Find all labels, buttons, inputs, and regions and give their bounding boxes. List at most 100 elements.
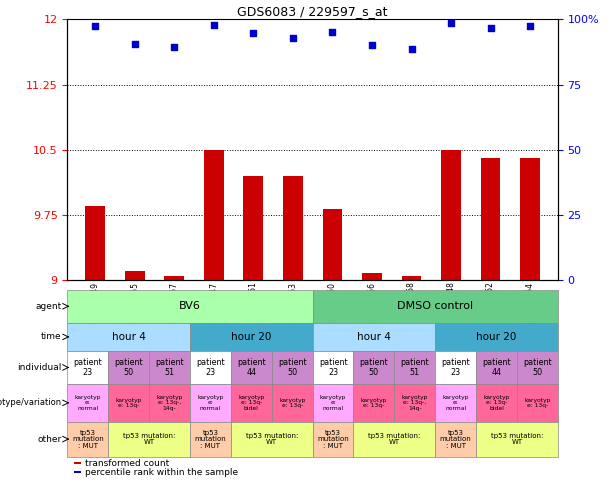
Bar [517, 384, 558, 422]
Bar [109, 384, 149, 422]
Text: hour 20: hour 20 [231, 332, 272, 342]
Bar [85, 206, 105, 280]
Text: patient
23: patient 23 [196, 358, 225, 377]
Text: agent: agent [35, 302, 61, 311]
Point [248, 29, 258, 37]
Text: patient
23: patient 23 [441, 358, 470, 377]
Text: tp53
mutation
: MUT: tp53 mutation : MUT [194, 429, 226, 449]
Bar [313, 290, 558, 323]
Bar [67, 323, 190, 351]
Text: other: other [37, 435, 61, 443]
Point [327, 28, 337, 36]
Bar [354, 422, 435, 456]
Text: BV6: BV6 [179, 301, 201, 311]
Text: hour 4: hour 4 [112, 332, 146, 342]
Bar [322, 209, 342, 280]
Text: patient
44: patient 44 [237, 358, 265, 377]
Text: karyotyp
e: 13q-: karyotyp e: 13q- [360, 398, 387, 408]
Text: karyotyp
e: 13q-
bidel: karyotyp e: 13q- bidel [238, 395, 265, 411]
Point [288, 35, 298, 43]
Text: tp53
mutation
: MUT: tp53 mutation : MUT [317, 429, 349, 449]
Point [525, 22, 535, 30]
Text: patient
51: patient 51 [400, 358, 429, 377]
Bar [190, 422, 231, 456]
Text: time: time [40, 332, 61, 341]
Bar [476, 384, 517, 422]
Text: tp53
mutation
: MUT: tp53 mutation : MUT [440, 429, 471, 449]
Text: tp53 mutation:
WT: tp53 mutation: WT [491, 433, 543, 445]
Bar [74, 471, 81, 473]
Bar [520, 158, 540, 280]
Bar [402, 276, 421, 280]
Text: tp53
mutation
: MUT: tp53 mutation : MUT [72, 429, 104, 449]
Text: karyotyp
e:
normal: karyotyp e: normal [320, 395, 346, 411]
Bar [231, 351, 272, 384]
Text: patient
50: patient 50 [115, 358, 143, 377]
Bar [149, 351, 190, 384]
Bar [283, 176, 303, 280]
Point [446, 19, 456, 27]
Point [130, 40, 140, 47]
Bar [435, 422, 476, 456]
Bar [109, 422, 190, 456]
Bar [435, 351, 476, 384]
Bar [354, 351, 394, 384]
Text: patient
50: patient 50 [360, 358, 388, 377]
Point [367, 42, 377, 49]
Point [169, 43, 179, 51]
Text: patient
44: patient 44 [482, 358, 511, 377]
Bar [231, 384, 272, 422]
Text: karyotyp
e:
normal: karyotyp e: normal [197, 395, 224, 411]
Point [209, 22, 219, 29]
Text: karyotyp
e:
normal: karyotyp e: normal [443, 395, 469, 411]
Text: patient
23: patient 23 [74, 358, 102, 377]
Bar [362, 273, 382, 280]
Bar [481, 158, 500, 280]
Bar [272, 351, 313, 384]
Bar [313, 323, 435, 351]
Bar [394, 384, 435, 422]
Bar [190, 351, 231, 384]
Text: karyotyp
e: 13q-: karyotyp e: 13q- [524, 398, 550, 408]
Title: GDS6083 / 229597_s_at: GDS6083 / 229597_s_at [237, 5, 388, 18]
Bar [164, 276, 184, 280]
Text: individual: individual [17, 363, 61, 372]
Text: karyotyp
e: 13q-,
14q-: karyotyp e: 13q-, 14q- [402, 395, 428, 411]
Bar [313, 351, 354, 384]
Text: genotype/variation: genotype/variation [0, 398, 61, 407]
Bar [394, 351, 435, 384]
Bar [313, 384, 354, 422]
Text: karyotyp
e: 13q-
bidel: karyotyp e: 13q- bidel [483, 395, 510, 411]
Bar [435, 323, 558, 351]
Text: karyotyp
e: 13q-: karyotyp e: 13q- [115, 398, 142, 408]
Text: karyotyp
e: 13q-: karyotyp e: 13q- [279, 398, 305, 408]
Bar [517, 351, 558, 384]
Bar [125, 271, 145, 280]
Bar [231, 422, 313, 456]
Bar [109, 351, 149, 384]
Bar [67, 384, 109, 422]
Text: patient
23: patient 23 [319, 358, 348, 377]
Point [485, 24, 495, 32]
Bar [204, 150, 224, 280]
Text: karyotyp
e:
normal: karyotyp e: normal [75, 395, 101, 411]
Bar [67, 351, 109, 384]
Bar [441, 150, 461, 280]
Bar [67, 290, 313, 323]
Bar [435, 384, 476, 422]
Text: karyotyp
e: 13q-,
14q-: karyotyp e: 13q-, 14q- [156, 395, 183, 411]
Bar [243, 176, 263, 280]
Text: hour 4: hour 4 [357, 332, 391, 342]
Bar [149, 384, 190, 422]
Bar [67, 422, 109, 456]
Bar [272, 384, 313, 422]
Text: patient
50: patient 50 [278, 358, 306, 377]
Bar [476, 351, 517, 384]
Text: transformed count: transformed count [85, 458, 169, 468]
Bar [190, 384, 231, 422]
Text: tp53 mutation:
WT: tp53 mutation: WT [368, 433, 421, 445]
Text: DMSO control: DMSO control [397, 301, 473, 311]
Point [406, 45, 416, 53]
Bar [74, 462, 81, 464]
Bar [354, 384, 394, 422]
